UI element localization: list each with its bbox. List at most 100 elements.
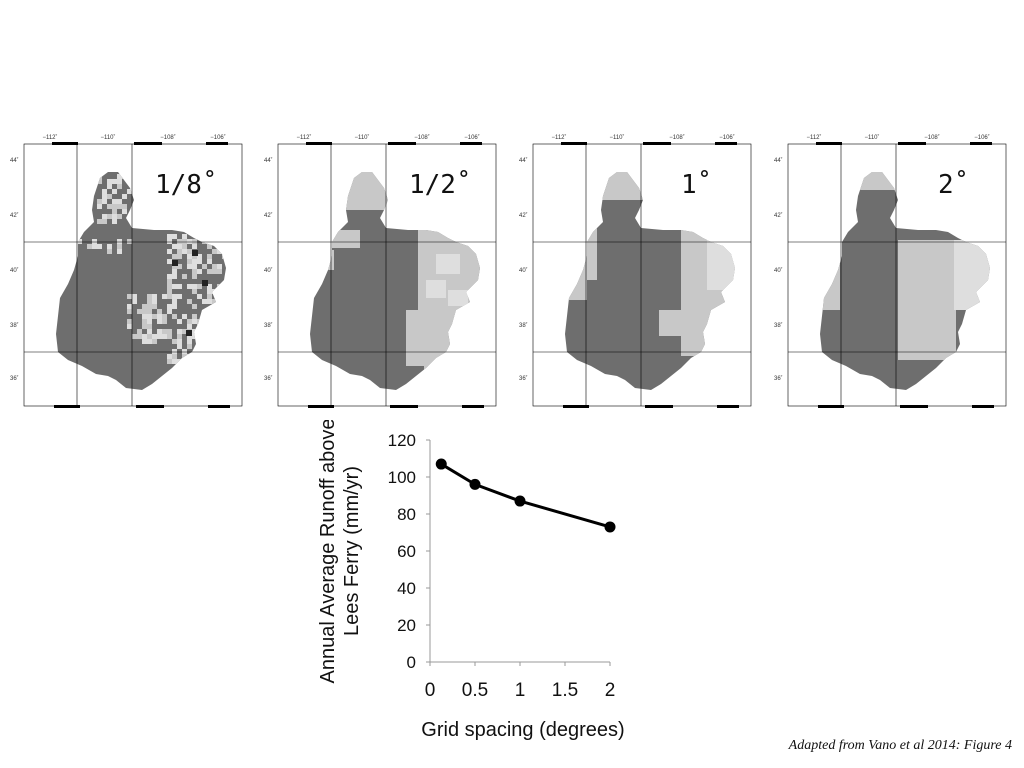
basin-cell [62, 244, 67, 249]
basin-cell-dark [172, 260, 178, 266]
basin-cell [192, 239, 197, 244]
basin-cell [147, 329, 152, 334]
basin-cell [217, 334, 222, 339]
basin-cell [132, 189, 137, 194]
basin-cell [172, 234, 177, 239]
basin-cell [192, 319, 197, 324]
map-scale-bar [462, 405, 484, 408]
map-lat-tick-label: 40˚ [519, 267, 528, 274]
basin-cell [87, 244, 92, 249]
basin-cell [127, 324, 132, 329]
basin-cell-dark [186, 330, 192, 336]
basin-cell [177, 344, 182, 349]
y-tick-label: 60 [397, 542, 416, 561]
map-lon-tick-label: −106˚ [719, 134, 735, 141]
basin-cell [97, 174, 102, 179]
basin-cell [202, 349, 207, 354]
basin-cell [117, 244, 122, 249]
basin-cell-dark [192, 250, 198, 256]
basin-cell [217, 299, 222, 304]
basin-cell [227, 334, 232, 339]
basin-cell [222, 289, 226, 294]
basin-cell [167, 289, 172, 294]
basin-cell [227, 284, 232, 289]
basin-cell [162, 329, 167, 334]
basin-cell [132, 184, 137, 189]
basin-cell [227, 294, 232, 299]
basin-cell [212, 344, 217, 349]
basin-cell [157, 319, 162, 324]
basin-cell [142, 314, 147, 319]
basin-cell [56, 244, 57, 249]
basin-cell [192, 264, 197, 269]
basin-cell [187, 334, 192, 339]
map-scale-bar [460, 142, 482, 145]
basin-cell [197, 329, 202, 334]
basin-cell [182, 244, 187, 249]
map-scale-bar [715, 142, 737, 145]
basin-cell [142, 319, 147, 324]
map-lon-tick-label: −108˚ [160, 134, 176, 141]
basin-cell [197, 359, 202, 364]
basin-cell [227, 314, 232, 319]
basin-cell [117, 249, 122, 254]
basin-cell [172, 254, 177, 259]
basin-cell [117, 199, 122, 204]
basin-cell [192, 284, 197, 289]
map-scale-bar [717, 405, 739, 408]
basin-cell [217, 284, 222, 289]
basin-cell [152, 304, 157, 309]
basin-cell [132, 299, 137, 304]
basin-cell [207, 354, 212, 359]
basin-cell [167, 234, 172, 239]
basin-cell [167, 294, 172, 299]
basin-cell [147, 309, 152, 314]
basin-cell [202, 339, 207, 344]
basin-cell [112, 209, 117, 214]
map-lon-tick-label: −110˚ [100, 134, 115, 141]
basin-cell [152, 334, 157, 339]
basin-cell [137, 329, 142, 334]
map-lon-tick-label: −108˚ [924, 134, 940, 141]
basin-cell [117, 179, 122, 184]
basin-cell [192, 354, 197, 359]
map-lat-tick-label: 40˚ [264, 267, 273, 274]
basin-cell [157, 309, 162, 314]
basin-cell [172, 314, 177, 319]
basin-cell [67, 239, 72, 244]
basin-cell [436, 254, 460, 274]
basin-cell [117, 204, 122, 209]
basin-cell [222, 294, 226, 299]
map-lat-tick-label: 42˚ [264, 212, 273, 219]
basin-cell [202, 264, 207, 269]
basin-cell [177, 294, 182, 299]
map-lat-tick-label: 36˚ [774, 375, 783, 382]
basin-cell [56, 239, 57, 244]
basin-cell [177, 284, 182, 289]
map-panel-two-degree: −112˚ −110˚ −108˚ −106˚ 44˚ 42˚ 40˚ 38˚ 36˚ 2˚ [774, 130, 1008, 410]
basin-cell [172, 339, 177, 344]
basin-cell [157, 329, 162, 334]
x-tick-label: 1.5 [552, 680, 578, 701]
basin-cell [217, 249, 222, 254]
basin-cell [217, 314, 222, 319]
map-border [277, 143, 497, 407]
basin-cell [182, 354, 187, 359]
basin-cell [207, 254, 212, 259]
basin-cell [217, 309, 222, 314]
basin-cell [707, 240, 735, 290]
basin-cell [107, 184, 112, 189]
basin-cell [167, 239, 172, 244]
map-scale-bar [900, 405, 928, 408]
basin-cell [227, 254, 232, 259]
basin-cell [177, 334, 182, 339]
map-lon-tick-label: −106˚ [464, 134, 480, 141]
basin-cell [72, 249, 77, 254]
basin-cell [212, 314, 217, 319]
basin-cell [217, 269, 222, 274]
map-scale-bar [308, 405, 334, 408]
basin-cell [112, 199, 117, 204]
basin-cell [167, 249, 172, 254]
basin-cell [227, 359, 232, 364]
basin-cell [217, 304, 222, 309]
